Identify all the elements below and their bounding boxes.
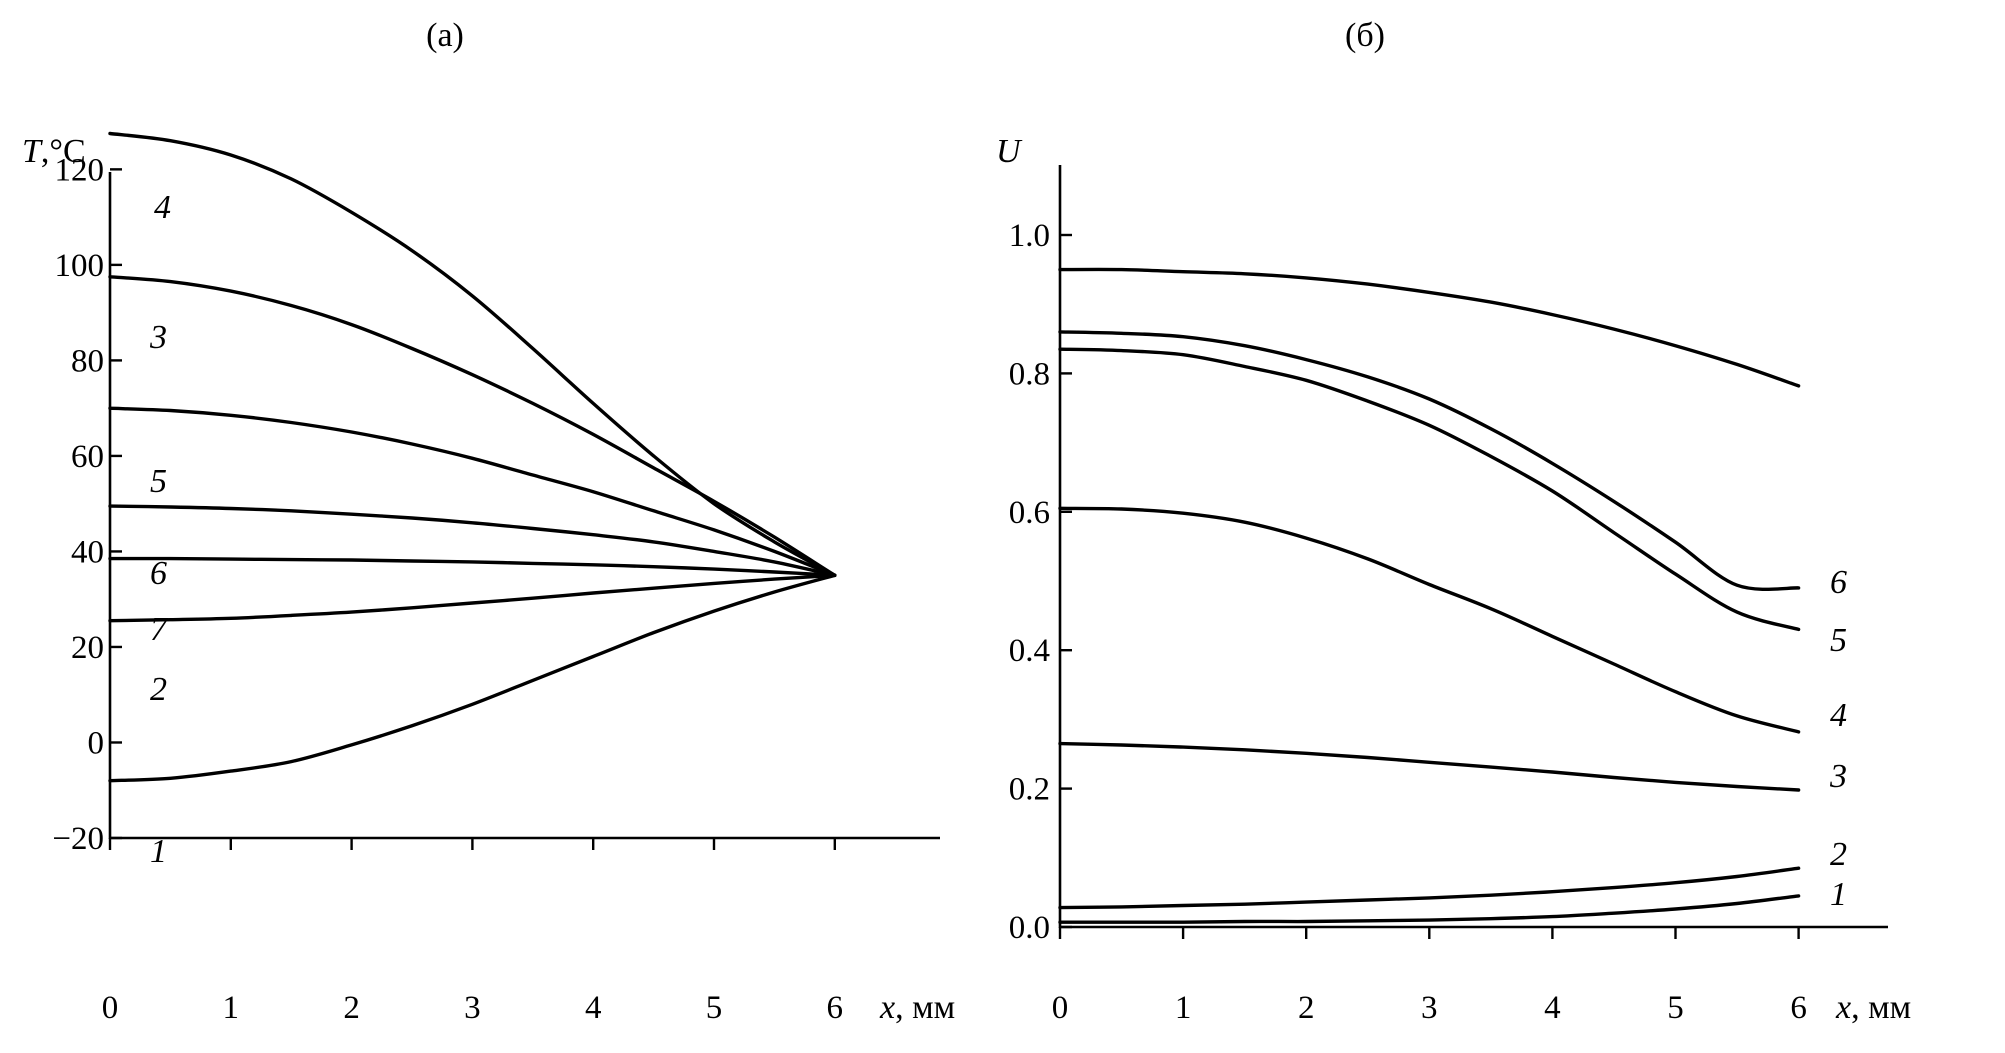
curve-1 <box>1058 894 1801 924</box>
x-tick-label: 1 <box>1175 990 1192 1026</box>
curve-1 <box>108 573 837 783</box>
curve-label-6: 6 <box>150 555 167 592</box>
curve-3 <box>1058 741 1801 792</box>
curve-5 <box>108 406 837 577</box>
y-tick-label: 20 <box>71 630 104 666</box>
y-tick-label: 0.4 <box>1009 633 1050 669</box>
curve-6 <box>1058 330 1801 591</box>
y-tick-label: 100 <box>55 248 105 284</box>
x-axis-variable: x <box>879 989 895 1026</box>
x-tick-label: 3 <box>1421 990 1438 1026</box>
y-tick-label: 40 <box>71 534 104 570</box>
curve-label-4: 4 <box>154 189 171 226</box>
x-axis-label: x, мм <box>1835 989 1911 1026</box>
curve-label-5: 5 <box>150 463 167 500</box>
y-axis-unit: ,°С <box>41 133 86 170</box>
x-axis-variable: x <box>1835 989 1851 1026</box>
y-axis-label: T,°С <box>22 133 86 170</box>
chart-panel-a: (а) −20 0 20 40 60 80 100 120 0 1 2 3 4 5 6 T,°С x, мм 4 3 5… <box>22 17 955 1026</box>
x-tick-label: 4 <box>1544 990 1561 1026</box>
curve-2 <box>108 573 837 623</box>
x-tick-label: 0 <box>102 990 119 1026</box>
y-tick-label: −20 <box>52 821 104 857</box>
curve-4 <box>108 131 837 577</box>
curve-label-1: 1 <box>1830 876 1847 913</box>
curve-7 <box>108 556 837 577</box>
curve-label-3: 3 <box>1829 758 1847 795</box>
curve-6 <box>108 504 837 577</box>
x-tick-label: 5 <box>706 990 723 1026</box>
curve-label-6: 6 <box>1830 564 1847 601</box>
x-tick-label: 5 <box>1667 990 1684 1026</box>
x-tick-label: 0 <box>1052 990 1069 1026</box>
y-axis-variable: T <box>22 133 43 170</box>
panel-label: (б) <box>1345 17 1385 54</box>
curve-label-1: 1 <box>150 833 167 870</box>
curve-label-4: 4 <box>1830 697 1847 734</box>
y-tick-label: 1.0 <box>1009 218 1050 254</box>
y-axis-label: U <box>996 133 1023 170</box>
y-tick-label: 0.0 <box>1009 910 1050 946</box>
curve-label-5: 5 <box>1830 622 1847 659</box>
curve-label-7: 7 <box>150 611 169 648</box>
y-tick-label: 0.6 <box>1009 495 1050 531</box>
x-tick-label: 6 <box>1790 990 1807 1026</box>
y-tick-label: 80 <box>71 343 104 379</box>
curve-label-3: 3 <box>149 319 167 356</box>
curve-3 <box>108 275 837 577</box>
x-axis-label: x, мм <box>879 989 955 1026</box>
x-tick-label: 2 <box>1298 990 1315 1026</box>
curve-2 <box>1058 866 1801 910</box>
x-tick-label: 4 <box>585 990 602 1026</box>
x-axis-unit: , мм <box>895 989 955 1026</box>
curve-4 <box>1058 506 1801 734</box>
y-tick-label: 120 <box>55 152 105 188</box>
curve-label-2: 2 <box>1830 836 1847 873</box>
x-tick-label: 6 <box>827 990 844 1026</box>
x-tick-label: 1 <box>223 990 240 1026</box>
y-tick-label: 0 <box>88 725 105 761</box>
y-tick-label: 0.8 <box>1009 356 1050 392</box>
curve-5 <box>1058 347 1801 632</box>
curve-label-2: 2 <box>150 671 167 708</box>
y-tick-label: 0.2 <box>1009 772 1050 808</box>
curve-unlabeled-0 <box>1058 267 1801 388</box>
x-axis-unit: , мм <box>1851 989 1911 1026</box>
y-axis-variable: U <box>996 133 1023 170</box>
panel-label: (а) <box>426 17 464 54</box>
y-tick-label: 60 <box>71 439 104 475</box>
x-tick-label: 2 <box>343 990 360 1026</box>
x-tick-label: 3 <box>464 990 481 1026</box>
